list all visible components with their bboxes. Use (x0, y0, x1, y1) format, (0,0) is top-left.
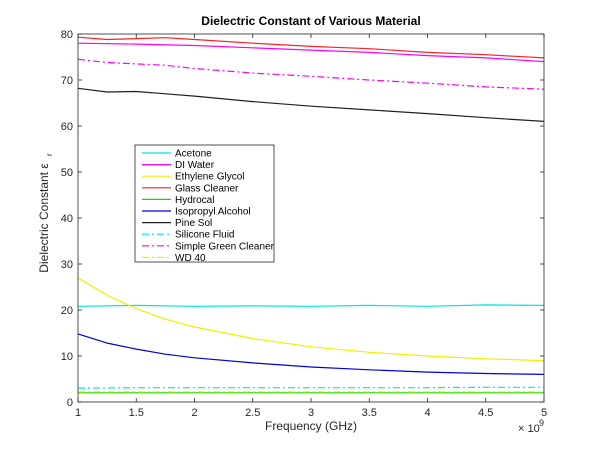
legend-label-simple-green-cleaner: Simple Green Cleaner (175, 241, 275, 252)
x-exponent-power: 9 (539, 418, 544, 428)
legend-label-di-water: DI Water (175, 160, 215, 171)
legend-label-silicone-fluid: Silicone Fluid (175, 230, 234, 241)
series-line-di-water (77, 42, 545, 63)
x-tick-label: 2.5 (245, 407, 260, 419)
y-tick-label: 30 (61, 259, 73, 271)
y-tick-label: 20 (61, 305, 73, 317)
x-tick-label: 4.5 (478, 407, 493, 419)
legend-label-pine-sol: Pine Sol (175, 218, 212, 229)
x-tick-label: 5 (541, 407, 547, 419)
x-tick-label: 1 (75, 407, 81, 419)
y-tick-label: 40 (61, 213, 73, 225)
series-line-silicone-fluid (77, 386, 544, 389)
x-axis-exponent: × 10 9 (518, 418, 544, 435)
series-line-acetone (77, 304, 545, 307)
series-line-glass-cleaner (77, 36, 545, 59)
y-axis-label: Dielectric Constant ε (37, 163, 51, 273)
legend-label-isopropyl-alcohol: Isopropyl Alcohol (175, 207, 251, 218)
legend-label-ethylene-glycol: Ethylene Glycol (175, 172, 244, 183)
legend-label-wd-40: WD 40 (175, 253, 206, 264)
series-layer (77, 36, 545, 394)
series-line-ethylene-glycol (77, 277, 545, 362)
x-tick-label: 3 (308, 407, 314, 419)
chart-title: Dielectric Constant of Various Material (201, 14, 420, 28)
x-tick-label: 1.5 (129, 407, 144, 419)
legend-label-hydrocal: Hydrocal (175, 195, 214, 206)
y-tick-label: 0 (67, 397, 73, 409)
y-tick-label: 80 (61, 29, 73, 41)
x-axis-label: Frequency (GHz) (265, 419, 357, 433)
x-tick-label: 4 (424, 407, 430, 419)
y-axis-label-group: Dielectric Constant ε r (37, 153, 54, 273)
y-axis-label-subscript: r (45, 153, 54, 156)
y-tick-label: 10 (61, 351, 73, 363)
x-tick-label: 3.5 (362, 407, 377, 419)
y-tick-label: 70 (61, 75, 73, 87)
x-tick-label: 2 (191, 407, 197, 419)
plot-frame (77, 33, 545, 403)
legend-label-acetone: Acetone (175, 149, 212, 160)
series-line-isopropyl-alcohol (77, 333, 545, 375)
x-exponent-base: × 10 (518, 423, 540, 435)
y-tick-label: 50 (61, 167, 73, 179)
series-line-pine-sol (77, 87, 545, 122)
legend-label-glass-cleaner: Glass Cleaner (175, 183, 239, 194)
series-line-simple-green-cleaner (77, 58, 545, 90)
y-tick-label: 60 (61, 121, 73, 133)
